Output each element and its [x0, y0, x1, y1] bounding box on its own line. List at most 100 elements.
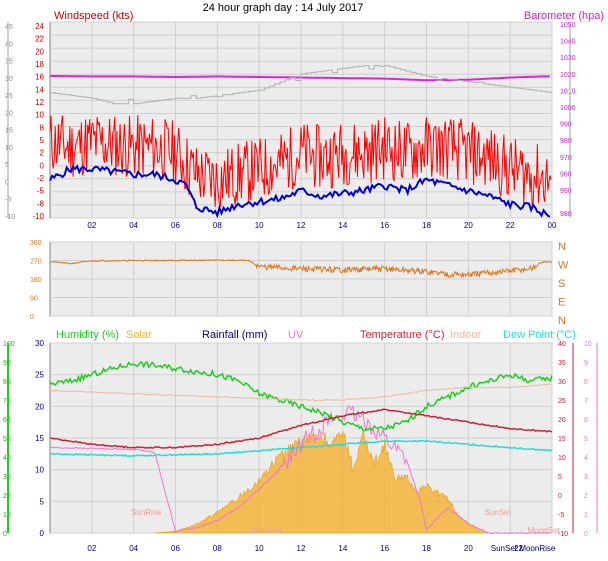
climate-x-tick: 08: [213, 544, 222, 553]
direction-y-tick: 360: [30, 240, 42, 247]
wind-y-tick: 24: [35, 22, 44, 31]
humidity-tick: 30: [3, 474, 11, 481]
temperature-tick: 15: [558, 436, 566, 443]
climate-x-tick: SunSet: [491, 544, 518, 553]
temperature-tick: 25: [558, 398, 566, 405]
wind-y-tick: 2: [40, 149, 45, 158]
temperature-tick: 30: [558, 379, 566, 386]
humidity-tick: 40: [3, 455, 11, 462]
wind-outer-tick: 35: [5, 59, 13, 66]
humidity-tick: 70: [3, 398, 11, 405]
wind-outer-tick: 30: [5, 76, 13, 83]
wind-outer-tick: -10: [5, 214, 15, 221]
series-dew-point: [49, 439, 553, 458]
solar-rain-tick: 0: [40, 529, 45, 538]
barometer-outer-tick: 980: [560, 211, 572, 218]
barometer-tick: 960: [560, 171, 572, 178]
climate-x-tick: 02: [87, 544, 96, 553]
sun-moon-annotation: SunSet: [484, 508, 511, 517]
solar-rain-tick: 15: [35, 434, 44, 443]
series-indoor: [49, 383, 553, 402]
wind-outer-tick: 15: [5, 128, 13, 135]
climate-x-tick: 10: [255, 544, 264, 553]
wind-x-tick: 16: [380, 221, 389, 230]
climate-x-tick: 22: [514, 544, 523, 553]
barometer-tick: 1010: [560, 88, 576, 95]
legend-item: Solar: [126, 329, 152, 341]
temperature-tick: 40: [558, 341, 566, 348]
climate-x-tick: 20: [464, 544, 473, 553]
humidity-tick: 60: [3, 417, 11, 424]
compass-label: W: [558, 260, 569, 272]
temperature-tick: 5: [558, 474, 562, 481]
wind-y-tick: 8: [40, 123, 45, 132]
wind-x-tick: 08: [213, 221, 222, 230]
wind-x-tick: 04: [129, 221, 138, 230]
direction-y-tick: 270: [30, 259, 42, 266]
uv-tick: 7: [584, 398, 588, 405]
legend-item: Rainfall (mm): [202, 329, 267, 341]
wind-y-tick: 10: [35, 111, 44, 120]
uv-tick: 0: [584, 531, 588, 538]
barometer-tick: 1040: [560, 39, 576, 46]
compass-label: N: [558, 241, 566, 253]
legend-item: Dew Point (°C): [503, 329, 576, 341]
solar-rain-tick: 10: [35, 466, 44, 475]
uv-tick: 5: [584, 436, 588, 443]
legend-item: Temperature (°C): [360, 329, 444, 341]
wind-y-tick: -5: [37, 187, 45, 196]
wind-x-tick: 14: [338, 221, 347, 230]
wind-x-tick: 10: [255, 221, 264, 230]
uv-tick: 6: [584, 417, 588, 424]
series-gust: [50, 65, 553, 105]
humidity-tick: 90: [3, 360, 11, 367]
compass-label: S: [558, 278, 565, 290]
climate-panel: Humidity (%) Solar Rainfall (mm) UV Temperat…: [3, 329, 598, 553]
legend-item: UV: [288, 329, 304, 341]
humidity-tick: 10: [3, 512, 11, 519]
barometer-tick: 1050: [560, 22, 576, 29]
compass-label: E: [558, 297, 565, 309]
wind-y-tick: -10: [32, 212, 44, 221]
legend-item: Humidity (%): [56, 329, 119, 341]
windspeed-axis-title: Windspeed (kts): [54, 10, 133, 22]
temperature-tick: 0: [558, 493, 562, 500]
climate-x-tick: 04: [129, 544, 138, 553]
series-average: [49, 164, 551, 219]
sun-moon-annotation: MoonSet: [528, 526, 561, 535]
direction-y-tick: 0: [30, 314, 34, 321]
barometer-tick: 1030: [560, 55, 576, 62]
wind-y-tick: 14: [35, 85, 44, 94]
wind-panel: Windspeed (kts) Barometer (hpa) 24222018…: [5, 10, 604, 230]
wind-outer-tick: 40: [5, 41, 13, 48]
solar-rain-tick: 20: [35, 402, 44, 411]
compass-label: N: [558, 315, 566, 327]
wind-x-tick: 20: [464, 221, 473, 230]
series-temperature: [49, 408, 553, 449]
humidity-tick: 20: [3, 493, 11, 500]
solar-rain-tick: 5: [40, 497, 45, 506]
sun-moon-annotation: MoonSet: [249, 526, 282, 535]
climate-x-tick: 18: [422, 544, 431, 553]
wind-outer-tick: 10: [5, 145, 13, 152]
sun-moon-annotation: SunRise: [131, 508, 162, 517]
solar-rain-tick: 30: [35, 339, 44, 348]
wind-x-tick: 06: [171, 221, 180, 230]
uv-tick: 9: [584, 360, 588, 367]
wind-outer-tick: 20: [5, 110, 13, 117]
wind-outer-tick: 5: [5, 162, 9, 169]
humidity-tick: 50: [3, 436, 11, 443]
wind-y-tick: 20: [35, 47, 44, 56]
climate-x-tick: 12: [297, 544, 306, 553]
wind-y-tick: 5: [40, 136, 45, 145]
wind-y-tick: -8: [37, 199, 45, 208]
humidity-tick: 80: [3, 379, 11, 386]
uv-tick: 8: [584, 379, 588, 386]
wind-x-tick: 12: [297, 221, 306, 230]
wind-outer-tick: 0: [5, 179, 9, 186]
uv-tick: 1: [584, 512, 588, 519]
wind-y-tick: 22: [35, 35, 44, 44]
series-uv: [49, 405, 552, 535]
